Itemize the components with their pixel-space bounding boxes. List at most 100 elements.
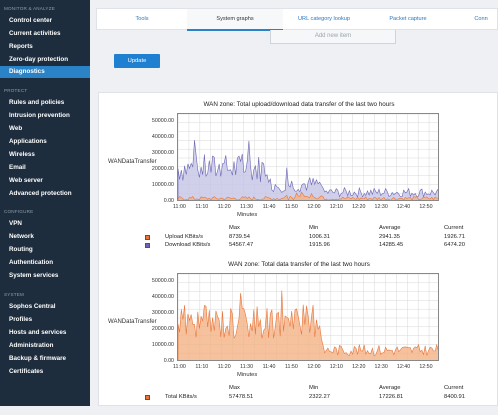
x-tick-label: 12:20 [352,364,366,370]
sidebar-item-email[interactable]: Email [9,164,26,171]
stat-header-average: Average [379,225,401,231]
stat-header-min: Min [309,385,319,391]
x-tick-label: 11:30 [240,204,254,210]
chart-legend-stats: Max Min Average Current Upload KBits/s 8739.5… [99,225,498,255]
stat-max: 8739.54 [229,234,250,240]
chart-1: WAN zone: Total upload/download data tra… [99,93,498,248]
x-tick-label: 12:00 [307,204,321,210]
stat-max: 57478.51 [229,394,254,400]
sidebar-item-web-server[interactable]: Web server [9,177,43,184]
x-tick-label: 11:00 [173,364,186,370]
x-tick-label: 12:10 [329,364,344,370]
sidebar-item-wireless[interactable]: Wireless [9,151,35,158]
sidebar-item-reports[interactable]: Reports [9,43,33,50]
sidebar-item-zero-day-protection[interactable]: Zero-day protection [9,56,69,63]
y-tick-label: 50000.00 [151,118,174,124]
legend-swatch [145,235,150,240]
stat-header-max: Max [229,385,240,391]
sidebar-item-sophos-central[interactable]: Sophos Central [9,303,56,310]
chart-2: WAN zone: Total data transfer of the las… [99,253,498,403]
x-tick-label: 12:30 [374,364,388,370]
y-tick-label: 40000.00 [151,294,174,300]
y-tick-label: 50000.00 [151,278,174,284]
sidebar-section-system: SYSTEM [4,292,25,297]
stat-min: 2322.27 [309,394,330,400]
sidebar-item-current-activities[interactable]: Current activities [9,30,61,37]
y-tick-label: 30000.00 [151,150,174,156]
stat-header-min: Min [309,225,319,231]
sidebar-item-profiles[interactable]: Profiles [9,316,33,323]
legend-swatch [145,395,150,400]
x-axis-label: Minutes [237,372,258,378]
main-content: Tools System graphs URL category lookup Pac… [90,0,498,406]
y-tick-label: 30000.00 [151,310,174,316]
x-tick-label: 11:30 [240,364,254,370]
x-tick-label: 11:50 [284,204,298,210]
stat-current: 6474.20 [444,242,465,248]
y-tick-label: 0.00 [163,198,174,204]
tab-system-graphs[interactable]: System graphs [187,9,283,31]
x-tick-label: 11:40 [262,364,276,370]
x-axis-label: Minutes [237,212,258,218]
x-tick-label: 11:00 [173,204,186,210]
stat-current: 8400.91 [444,394,465,400]
legend-label-total-kbits-s: Total KBits/s [165,394,197,400]
sidebar-item-network[interactable]: Network [9,233,34,240]
sidebar-section-configure: CONFIGURE [4,209,34,214]
stat-header-current: Current [444,225,464,231]
x-tick-label: 11:10 [195,364,209,370]
chart-title: WAN zone: Total upload/download data tra… [203,101,395,108]
sidebar-item-web[interactable]: Web [9,125,23,132]
sidebar-item-administration[interactable]: Administration [9,342,54,349]
chart-title: WAN zone: Total data transfer of the las… [228,261,370,268]
y-tick-label: 10000.00 [151,342,174,348]
sidebar-item-authentication[interactable]: Authentication [9,259,54,266]
sidebar-item-intrusion-prevention[interactable]: Intrusion prevention [9,112,70,119]
tab-tools[interactable]: Tools [135,16,149,22]
chart-legend-stats: Max Min Average Current Total KBits/s 57478.5… [99,385,498,415]
y-tick-label: 20000.00 [151,166,174,172]
sidebar-item-system-services[interactable]: System services [9,272,59,279]
graphs-panel: WAN zone: Total upload/download data tra… [98,92,498,406]
sidebar-item-routing[interactable]: Routing [9,246,33,253]
x-tick-label: 11:10 [195,204,209,210]
x-tick-label: 12:30 [374,204,388,210]
sidebar-item-diagnostics[interactable]: Diagnostics [0,66,90,78]
x-tick-label: 12:00 [307,364,321,370]
sidebar-item-certificates[interactable]: Certificates [9,368,44,375]
update-button[interactable]: Update [114,54,160,68]
sidebar-item-advanced-protection[interactable]: Advanced protection [9,190,72,197]
stat-average: 17226.81 [379,394,404,400]
stat-average: 14285.45 [379,242,404,248]
tab-conn[interactable]: Conn [474,16,488,22]
sidebar-item-rules-and-policies[interactable]: Rules and policies [9,99,65,106]
x-tick-label: 11:40 [262,204,276,210]
y-tick-label: 10000.00 [151,182,174,188]
x-tick-label: 11:20 [217,204,231,210]
sidebar-item-backup-firmware[interactable]: Backup & firmware [9,355,67,362]
x-tick-label: 11:20 [217,364,231,370]
tab-packet-capture[interactable]: Packet capture [389,16,427,22]
sidebar-item-hosts-and-services[interactable]: Hosts and services [9,329,67,336]
series-area-total-kbits-s [178,290,438,360]
sidebar-item-vpn[interactable]: VPN [9,220,22,227]
stat-header-average: Average [379,385,401,391]
add-new-item-button[interactable]: Add new item [270,30,396,44]
sidebar-item-control-center[interactable]: Control center [9,17,53,24]
stat-header-max: Max [229,225,240,231]
x-tick-label: 12:10 [329,204,344,210]
tab-bar: Tools System graphs URL category lookup Pac… [96,8,498,31]
series-area-download-kbits-s [178,140,438,200]
stat-header-current: Current [444,385,464,391]
sidebar-item-applications[interactable]: Applications [9,138,47,145]
legend-label-upload-kbits-s: Upload KBits/s [165,234,204,240]
tab-url-category-lookup[interactable]: URL category lookup [297,16,351,22]
sidebar: MONITOR & ANALYZE Control center Current a… [0,0,90,406]
stat-min: 1006.31 [309,234,330,240]
sidebar-section-protect: PROTECT [4,88,28,93]
x-tick-label: 11:50 [284,364,298,370]
sidebar-section-monitor-analyze: MONITOR & ANALYZE [4,6,55,11]
stat-min: 1915.96 [309,242,330,248]
y-axis-label: WANDataTransfer [108,159,157,165]
y-tick-label: 20000.00 [151,326,174,332]
